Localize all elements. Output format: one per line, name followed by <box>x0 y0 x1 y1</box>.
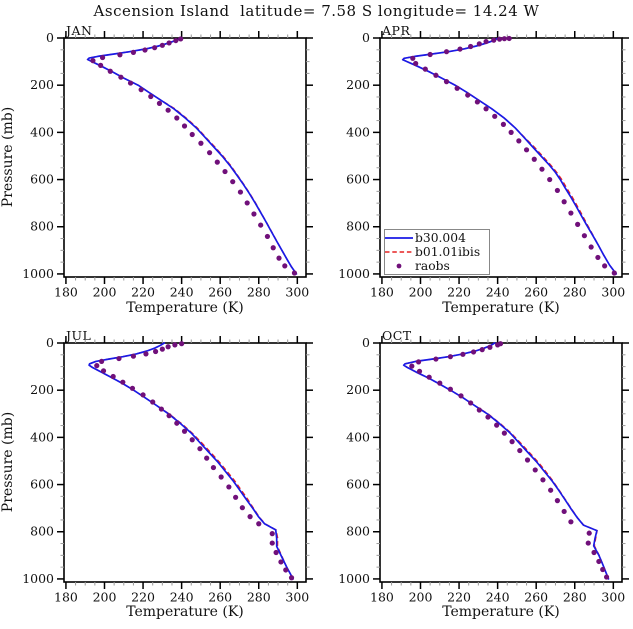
panel-label-jan: JAN <box>66 23 93 38</box>
plot-panel-jan: 180 200 220 240 260 280 300 0 200 400 600 800 1000 <box>22 30 313 300</box>
x-axis-title: Temperature (K) <box>442 300 560 316</box>
svg-text:240: 240 <box>170 590 194 605</box>
legend-entry-raobs: raobs <box>385 259 489 273</box>
svg-text:300: 300 <box>285 590 309 605</box>
svg-text:200: 200 <box>93 590 117 605</box>
svg-text:1000: 1000 <box>22 266 54 281</box>
panel-label-apr: APR <box>382 23 411 38</box>
svg-text:280: 280 <box>563 285 587 300</box>
panel-label-jul: JUL <box>66 328 92 343</box>
svg-text:600: 600 <box>30 477 54 492</box>
svg-text:180: 180 <box>370 590 394 605</box>
plot-panel-apr: 180 200 220 240 260 280 300 0 200 400 600 800 1000 <box>338 30 629 300</box>
svg-text:1000: 1000 <box>338 571 370 586</box>
svg-text:200: 200 <box>346 77 370 92</box>
svg-text:400: 400 <box>346 429 370 444</box>
svg-text:0: 0 <box>46 30 54 45</box>
legend-dot-icon <box>396 263 402 269</box>
svg-text:220: 220 <box>447 285 471 300</box>
svg-text:800: 800 <box>30 219 54 234</box>
svg-text:180: 180 <box>370 285 394 300</box>
x-axis-title: Temperature (K) <box>126 604 244 620</box>
svg-text:240: 240 <box>170 285 194 300</box>
svg-text:200: 200 <box>409 590 433 605</box>
svg-text:800: 800 <box>346 219 370 234</box>
svg-text:180: 180 <box>54 590 78 605</box>
x-axis-title: Temperature (K) <box>126 300 244 316</box>
svg-text:800: 800 <box>30 524 54 539</box>
svg-text:260: 260 <box>524 590 548 605</box>
svg-text:240: 240 <box>486 590 510 605</box>
legend-entry-b01-01ibis: b01.01ibis <box>385 245 489 259</box>
svg-text:280: 280 <box>563 590 587 605</box>
svg-text:600: 600 <box>30 172 54 187</box>
legend-box: b30.004 b01.01ibis raobs <box>384 229 490 275</box>
svg-text:0: 0 <box>362 335 370 350</box>
svg-text:300: 300 <box>285 285 309 300</box>
svg-text:600: 600 <box>346 172 370 187</box>
svg-text:280: 280 <box>247 285 271 300</box>
svg-text:200: 200 <box>346 382 370 397</box>
plot-panel-jul: 180 200 220 240 260 280 300 0 200 400 600 800 1000 <box>22 335 313 605</box>
svg-text:600: 600 <box>346 477 370 492</box>
legend-line-solid-icon <box>385 237 413 239</box>
svg-text:400: 400 <box>346 124 370 139</box>
svg-text:200: 200 <box>30 77 54 92</box>
legend-label: b30.004 <box>415 231 466 245</box>
legend-label: b01.01ibis <box>415 245 481 259</box>
legend-entry-b30-004: b30.004 <box>385 231 489 245</box>
svg-text:400: 400 <box>30 124 54 139</box>
x-axis-title: Temperature (K) <box>442 604 560 620</box>
svg-text:280: 280 <box>247 590 271 605</box>
svg-text:200: 200 <box>409 285 433 300</box>
svg-text:400: 400 <box>30 429 54 444</box>
y-axis-title: Pressure (mb) <box>0 411 16 513</box>
svg-text:260: 260 <box>208 590 232 605</box>
legend-label: raobs <box>415 259 450 273</box>
svg-text:800: 800 <box>346 524 370 539</box>
svg-text:220: 220 <box>131 285 155 300</box>
figure-title: Ascension Island latitude= 7.58 S longit… <box>93 2 540 20</box>
svg-text:240: 240 <box>486 285 510 300</box>
svg-text:1000: 1000 <box>22 571 54 586</box>
svg-text:220: 220 <box>131 590 155 605</box>
svg-text:200: 200 <box>93 285 117 300</box>
plot-panel-oct: 180 200 220 240 260 280 300 0 200 400 600 800 1000 <box>338 335 629 605</box>
svg-text:180: 180 <box>54 285 78 300</box>
y-axis-title: Pressure (mb) <box>0 106 16 208</box>
svg-text:220: 220 <box>447 590 471 605</box>
svg-text:260: 260 <box>208 285 232 300</box>
svg-text:200: 200 <box>30 382 54 397</box>
panel-label-oct: OCT <box>382 328 412 343</box>
svg-text:260: 260 <box>524 285 548 300</box>
svg-text:300: 300 <box>601 590 625 605</box>
svg-text:0: 0 <box>362 30 370 45</box>
svg-text:0: 0 <box>46 335 54 350</box>
svg-text:300: 300 <box>601 285 625 300</box>
legend-line-dashed-icon <box>385 251 413 253</box>
svg-text:1000: 1000 <box>338 266 370 281</box>
